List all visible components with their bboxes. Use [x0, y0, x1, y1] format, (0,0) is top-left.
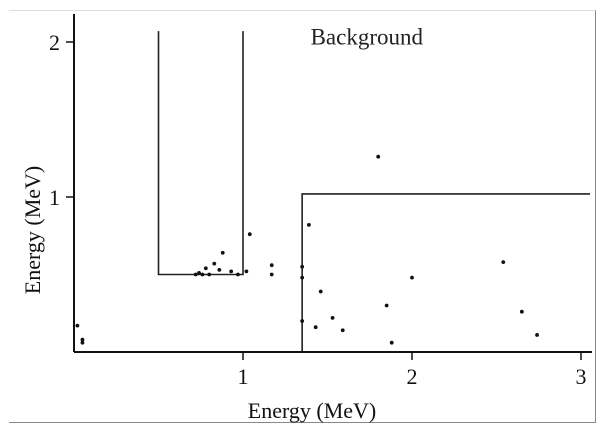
- scatter-point: [269, 272, 274, 277]
- scatter-point: [244, 269, 249, 274]
- x-tick-label: 3: [576, 364, 587, 389]
- scatter-point: [197, 271, 201, 275]
- scatter-point: [330, 316, 335, 320]
- scatter-point: [300, 319, 305, 323]
- scatter-point: [247, 232, 252, 237]
- region-wide-box: [301, 193, 590, 352]
- y-axis-title: Energy (MeV): [20, 166, 45, 295]
- scatter-point: [207, 272, 212, 277]
- scatter-point: [236, 272, 240, 277]
- scatter-point: [519, 309, 524, 314]
- background-annotation: Background: [311, 24, 424, 49]
- scatter-point: [229, 269, 234, 274]
- scatter-point: [212, 261, 217, 266]
- scatter-point: [307, 223, 311, 227]
- scatter-point: [80, 337, 85, 342]
- x-tick-label: 1: [238, 364, 249, 389]
- scatter-point: [300, 264, 305, 269]
- y-tick-label: 2: [49, 30, 60, 55]
- scatter-point: [75, 323, 80, 328]
- selection-regions: [157, 31, 590, 352]
- x-axis-title: Energy (MeV): [248, 398, 377, 423]
- data-points: [75, 154, 539, 345]
- scatter-point: [384, 303, 389, 308]
- scatter-point: [410, 275, 414, 280]
- scatter-point: [313, 325, 318, 330]
- scatter-point: [203, 266, 208, 271]
- ticks: 1 2 3 1 2: [49, 30, 587, 389]
- scatter-point: [535, 333, 539, 337]
- scatter-point: [300, 275, 305, 280]
- scatter-point: [193, 272, 198, 277]
- scatter-point: [340, 328, 345, 333]
- axes: [73, 14, 592, 353]
- scatter-point: [501, 260, 506, 264]
- scatter-point: [376, 154, 381, 159]
- scatter-point: [318, 289, 323, 294]
- scatter-point: [80, 340, 85, 345]
- scatter-point: [389, 340, 394, 345]
- scatter-point: [269, 263, 274, 268]
- x-tick-label: 2: [407, 364, 418, 389]
- scatter-point: [200, 272, 205, 277]
- region-tall-box: [157, 31, 244, 276]
- chart-frame: [9, 10, 596, 423]
- y-tick-label: 1: [49, 185, 60, 210]
- scatter-point: [217, 267, 222, 272]
- scatter-point: [220, 250, 225, 255]
